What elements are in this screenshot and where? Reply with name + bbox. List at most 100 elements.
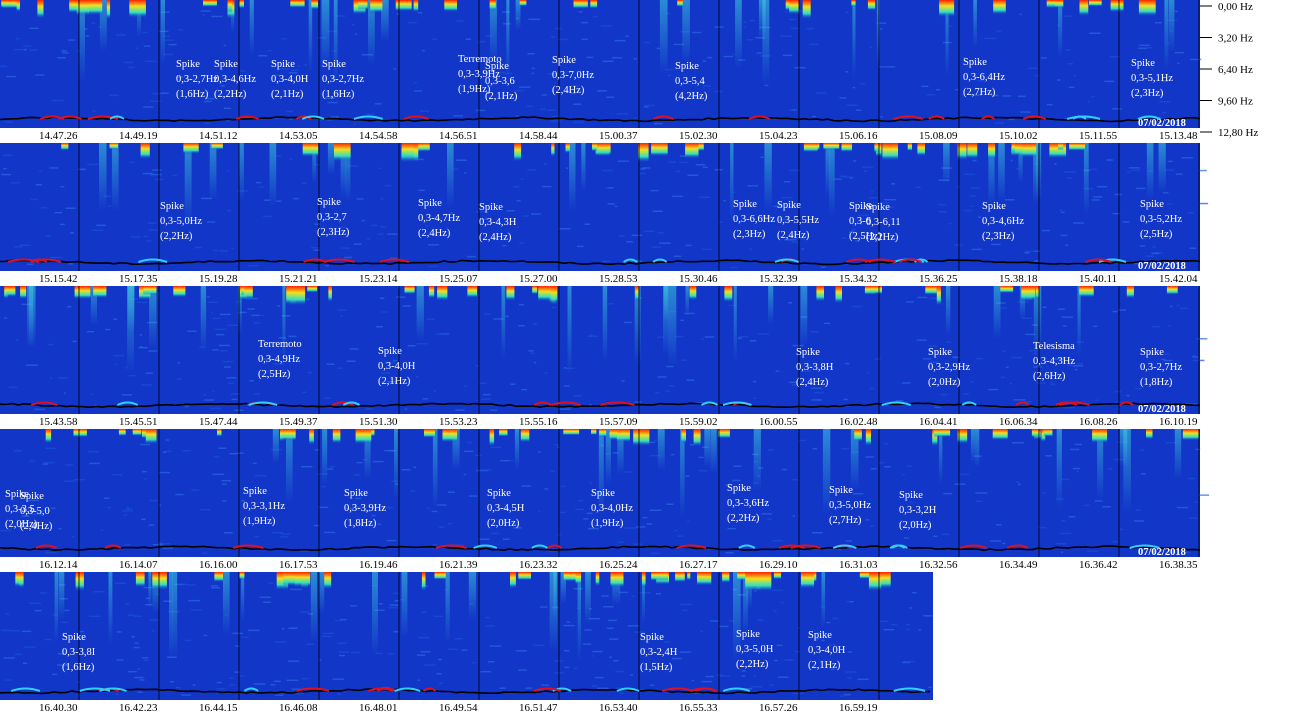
spike-segment xyxy=(531,544,548,549)
frequency-range-label: 0,3-4,7Hz xyxy=(418,213,460,224)
frequency-range-label: 0,3-5,4 xyxy=(675,76,705,87)
spike-segment xyxy=(893,115,924,120)
peak-frequency-label: (2,3Hz) xyxy=(982,231,1015,242)
time-tick-label: 16.48.01 xyxy=(359,702,398,714)
event-annotation: Spike 0,3-4,0H (2,1Hz) xyxy=(271,59,309,100)
spike-segment xyxy=(342,401,361,406)
frequency-range-label: 0,3-3,9Hz xyxy=(458,69,500,80)
event-type-label: Terremoto xyxy=(458,54,502,65)
time-tick-label: 15.59.02 xyxy=(679,416,718,428)
time-tick-label: 15.15.42 xyxy=(39,273,78,285)
time-tick-label: 15.34.32 xyxy=(839,273,878,285)
time-tick-label: 15.32.39 xyxy=(759,273,798,285)
peak-frequency-label: (2,5Hz) xyxy=(258,369,291,380)
event-type-label: Spike xyxy=(20,491,44,502)
frequency-range-label: 0,3-2,7 xyxy=(317,212,347,223)
spike-segment xyxy=(295,115,312,120)
time-tick-label: 15.02.30 xyxy=(679,130,718,142)
peak-frequency-label: (4,2Hz) xyxy=(675,91,708,102)
event-type-label: Spike xyxy=(1140,199,1164,210)
time-tick-label: 15.53.23 xyxy=(439,416,478,428)
spike-segment xyxy=(422,687,437,692)
time-tick-label: 16.38.35 xyxy=(1159,559,1198,571)
event-annotation: Spike 0,3-4,0Hz (1,9Hz) xyxy=(591,488,633,529)
frequency-range-label: 0,3-2,4H xyxy=(640,647,678,658)
peak-frequency-label: (2,0Hz) xyxy=(928,377,961,388)
peak-frequency-label: (1,6Hz) xyxy=(176,89,209,100)
spike-segment xyxy=(653,115,674,120)
spike-segment xyxy=(30,258,48,263)
peak-frequency-label: (2,0Hz) xyxy=(487,518,520,529)
frequency-range-label: 0,3-3,6Hz xyxy=(727,498,769,509)
time-tick-label: 15.38.18 xyxy=(999,273,1038,285)
time-tick-label: 16.29.10 xyxy=(759,559,798,571)
event-annotation: Spike 0,3-2,7Hz (1,8Hz) xyxy=(1140,347,1182,388)
frequency-tick-label: 9,60 Hz xyxy=(1218,96,1253,108)
frequency-range-label: 0,3-5,2Hz xyxy=(1140,214,1182,225)
spike-segment xyxy=(774,258,799,263)
peak-frequency-label: (1,8Hz) xyxy=(344,518,377,529)
peak-frequency-label: (2,4Hz) xyxy=(552,85,585,96)
event-type-label: Spike xyxy=(640,632,664,643)
spike-segment xyxy=(913,258,929,263)
spike-segment xyxy=(323,258,355,263)
event-type-label: Spike xyxy=(1131,58,1155,69)
time-tick-label: 16.55.33 xyxy=(679,702,718,714)
frequency-range-label: 0,3-3,8H xyxy=(796,362,834,373)
event-type-label: Spike xyxy=(866,202,890,213)
event-type-label: Spike xyxy=(378,346,402,357)
spike-segment xyxy=(551,401,581,406)
time-tick-label: 16.00.55 xyxy=(759,416,798,428)
time-tick-label: 15.36.25 xyxy=(919,273,958,285)
date-label: 07/02/2018 xyxy=(1138,404,1186,415)
event-annotation: Spike 0,3-4,7Hz (2,4Hz) xyxy=(418,198,460,239)
time-tick-label: 16.27.17 xyxy=(679,559,718,571)
event-annotation: Spike 0,3-4,6Hz (2,2Hz) xyxy=(214,59,256,100)
event-annotation: Spike 0,3-6 (2,5Hz) xyxy=(849,201,882,242)
spike-segment xyxy=(243,687,259,692)
event-type-label: Spike xyxy=(796,347,820,358)
spectrogram-row: 14.47.26 14.49.19 14.51.12 14.53.05 14.54.58… xyxy=(0,0,1202,143)
spike-segment xyxy=(99,687,127,692)
time-tick-label: 15.11.55 xyxy=(1079,130,1118,142)
event-annotation: Spike 0,3-5,0Hz (2,7Hz) xyxy=(829,485,871,526)
frequency-range-label: 0,3-6 xyxy=(849,216,871,227)
time-tick-label: 14.47.26 xyxy=(39,130,78,142)
event-type-label: Spike xyxy=(271,59,295,70)
frequency-range-label: 0,3-3,6 xyxy=(485,76,515,87)
frequency-range-label: 0,3-4,0H xyxy=(271,74,309,85)
spike-segment xyxy=(778,544,805,549)
time-axis-strip xyxy=(0,700,933,715)
spike-segment xyxy=(690,687,717,692)
time-tick-label: 15.17.35 xyxy=(119,273,158,285)
peak-frequency-label: (2,3Hz) xyxy=(317,227,350,238)
spike-segment xyxy=(738,544,756,549)
spike-segment xyxy=(722,401,752,406)
event-annotation: Spike 0,3-3,9Hz (1,8Hz) xyxy=(344,488,386,529)
time-tick-label: 14.51.12 xyxy=(199,130,238,142)
time-axis-strip xyxy=(0,128,1200,143)
spike-segment xyxy=(600,401,635,406)
time-tick-label: 15.45.51 xyxy=(119,416,158,428)
event-annotation: Spike 0,3-3,1Hz (1,9Hz) xyxy=(243,486,285,527)
event-annotation: Spike 0,3-5,2Hz (2,5Hz) xyxy=(1140,199,1182,240)
time-tick-label: 16.40.30 xyxy=(39,702,78,714)
spike-segment xyxy=(552,687,572,692)
spike-segment xyxy=(1055,401,1078,406)
peak-frequency-label: (2,2Hz) xyxy=(727,513,760,524)
time-tick-label: 16.04.41 xyxy=(919,416,958,428)
time-tick-label: 15.19.28 xyxy=(199,273,238,285)
event-type-label: Spike xyxy=(552,55,576,66)
time-tick-label: 15.30.46 xyxy=(679,273,718,285)
time-axis-strip xyxy=(0,557,1200,572)
peak-frequency-label: (2,4Hz) xyxy=(479,232,512,243)
time-tick-label: 15.55.16 xyxy=(519,416,558,428)
event-type-label: Spike xyxy=(160,201,184,212)
frequency-range-label: 0,3-4,5H xyxy=(487,503,525,514)
spike-segment xyxy=(435,544,467,549)
peak-frequency-label: (2,1Hz) xyxy=(271,89,304,100)
spike-segment xyxy=(722,687,751,692)
spike-segment xyxy=(652,258,668,263)
spike-segment xyxy=(394,687,421,692)
